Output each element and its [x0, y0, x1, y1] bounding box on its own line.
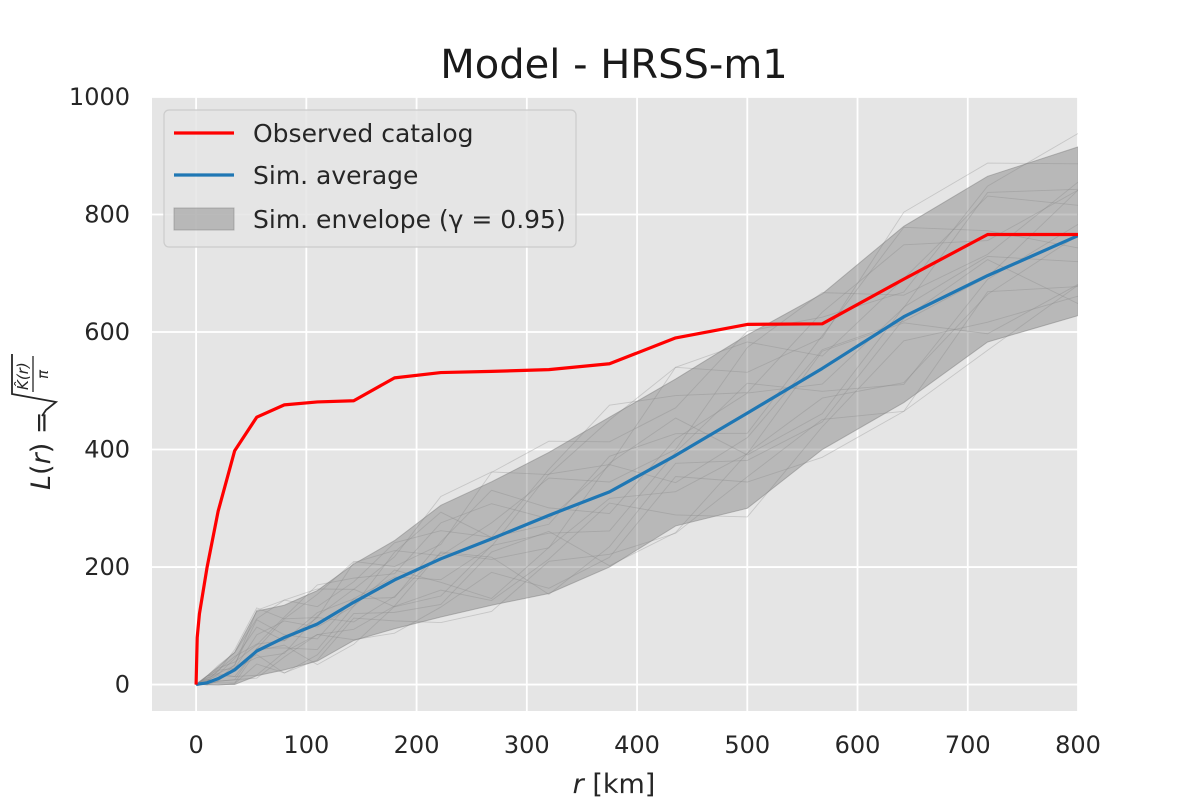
sim-average-line [195, 234, 1078, 687]
simulation-line [195, 181, 1078, 685]
legend-swatch [173, 207, 235, 231]
observed-catalog-line [194, 232, 1078, 685]
x-tick-label: 400 [614, 731, 660, 759]
svg-text:K̂(r): K̂(r) [13, 362, 32, 390]
simulation-line [195, 189, 1078, 685]
svg-text:π: π [34, 369, 52, 379]
envelope-area [194, 146, 1078, 686]
x-tick-label: 200 [394, 731, 440, 759]
x-tick-label: 800 [1055, 731, 1101, 759]
chart-title: Model - HRSS-m1 [440, 42, 787, 88]
y-tick-label: 0 [115, 671, 130, 699]
legend-label: Sim. envelope (γ = 0.95) [253, 205, 566, 234]
y-tick-label: 800 [84, 201, 130, 229]
x-axis-label: r [km] [573, 769, 656, 800]
x-tick-label: 500 [724, 731, 770, 759]
y-tick-labels: 0 200 400 600 800 1000 [69, 83, 130, 699]
simulation-line [195, 195, 1078, 685]
svg-text:L(r) =: L(r) = [26, 412, 57, 490]
x-tick-label: 700 [945, 731, 991, 759]
simulation-line [195, 162, 1078, 685]
x-tick-label: 100 [283, 731, 329, 759]
x-tick-label: 600 [835, 731, 881, 759]
legend-label: Sim. average [253, 161, 418, 190]
x-tick-label: 0 [188, 731, 203, 759]
y-tick-label: 1000 [69, 83, 130, 111]
simulation-line [195, 284, 1078, 685]
y-tick-label: 200 [84, 553, 130, 581]
y-tick-label: 400 [84, 436, 130, 464]
legend: Observed catalog Sim. average Sim. envelop… [163, 109, 577, 248]
simulation-line [195, 133, 1078, 685]
y-axis-label: L(r) = K̂(r) π [11, 354, 59, 490]
simulation-line [195, 226, 1078, 685]
y-tick-label: 600 [84, 318, 130, 346]
simulation-line [196, 286, 1078, 686]
series-layer [194, 146, 1078, 687]
simulation-line [195, 284, 1078, 686]
x-tick-labels: 0 100 200 300 400 500 600 700 800 [188, 731, 1100, 759]
simulation-line [196, 295, 1078, 686]
x-tick-label: 300 [504, 731, 550, 759]
legend-label: Observed catalog [253, 119, 474, 148]
simulation-line [196, 259, 1078, 686]
legend-box [163, 109, 577, 248]
